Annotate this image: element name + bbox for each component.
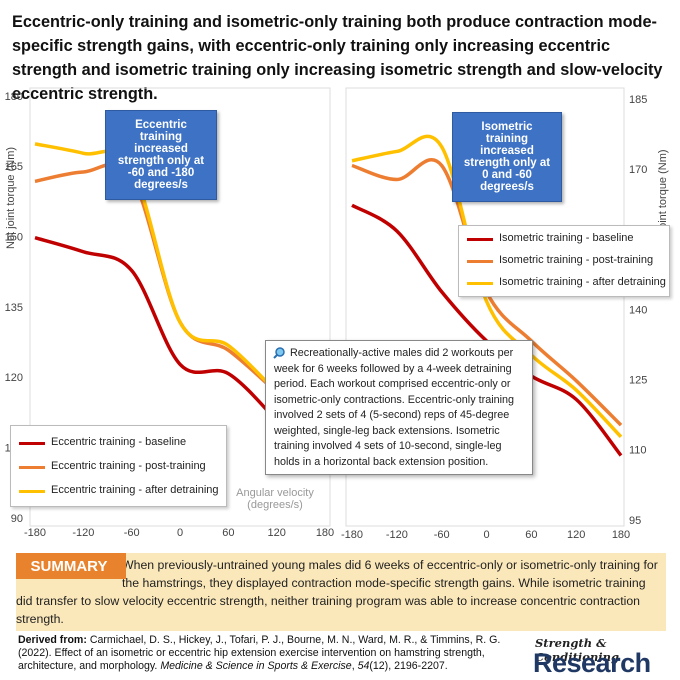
x-tick-label: 180	[316, 527, 334, 539]
logo-top: Strength & Conditioning	[535, 636, 620, 664]
x-tick-label: -180	[24, 527, 46, 539]
summary-label: SUMMARY	[30, 558, 108, 575]
x-tick-label: -60	[434, 529, 450, 541]
citation: Derived from: Carmichael, D. S., Hickey,…	[18, 634, 518, 673]
citation-text: Carmichael, D. S., Hickey, J., Tofari, P…	[18, 634, 501, 672]
x-axis-label: Angular velocity (degrees/s)	[236, 487, 314, 511]
x-tick-label: 120	[567, 529, 585, 541]
y-tick-label: 150	[5, 232, 23, 244]
x-tick-label: -60	[124, 527, 140, 539]
y-tick-label: 135	[5, 302, 23, 314]
annotation: Isometric training increased strength on…	[452, 112, 562, 202]
y-tick-label: 125	[629, 375, 647, 387]
panel-frame	[29, 87, 331, 527]
legend-swatch	[467, 282, 493, 285]
citation-label: Derived from:	[18, 634, 87, 646]
y-tick-label: 165	[5, 161, 23, 173]
x-tick-label: -120	[72, 527, 94, 539]
legend-swatch	[19, 490, 45, 493]
title: Eccentric-only training and isometric-on…	[12, 13, 663, 103]
y-tick-label: 95	[629, 515, 641, 527]
citation-volume: 54	[357, 660, 370, 672]
x-tick-label: 60	[222, 527, 234, 539]
series-line	[34, 235, 278, 422]
summary-box: SUMMARY When previously-untrained young …	[16, 553, 666, 631]
legend-label: Eccentric training - baseline	[51, 436, 187, 448]
summary-label-bg	[16, 553, 126, 579]
legend-label: Eccentric training - after detraining	[51, 484, 219, 496]
panel-frame	[345, 87, 625, 527]
y-axis-label: Net joint torque (Nm)	[5, 147, 17, 249]
legend-label: Eccentric training - post-training	[51, 460, 206, 472]
y-tick-label: 185	[629, 94, 647, 106]
series-line	[34, 142, 278, 394]
y-tick-label: 140	[629, 304, 647, 316]
x-tick-label: 180	[612, 529, 630, 541]
x-tick-label: 60	[525, 529, 537, 541]
citation-journal: Medicine & Science in Sports & Exercise	[160, 660, 352, 672]
annotation: Eccentric training increased strength on…	[105, 110, 217, 200]
info-text: Recreationally-active males did 2 workou…	[274, 347, 515, 468]
y-tick-label: 90	[11, 513, 23, 525]
x-tick-label: -120	[386, 529, 408, 541]
legend-label: Isometric training - baseline	[499, 232, 634, 244]
legend: Eccentric training - baseline Eccentric t…	[10, 425, 227, 507]
legend-swatch	[467, 238, 493, 241]
info-box: Recreationally-active males did 2 workou…	[265, 340, 533, 475]
citation-rest: (12), 2196-2207.	[369, 660, 448, 672]
legend-label: Isometric training - after detraining	[499, 276, 666, 288]
y-tick-label: 120	[5, 372, 23, 384]
x-tick-label: 120	[267, 527, 285, 539]
y-tick-label: 170	[629, 164, 647, 176]
legend-swatch	[467, 260, 493, 263]
x-tick-label: 0	[177, 527, 183, 539]
legend-label: Isometric training - post-training	[499, 254, 654, 266]
legend-swatch	[19, 442, 45, 445]
citation-sep: ,	[351, 660, 358, 672]
x-tick-label: 0	[483, 529, 489, 541]
legend-swatch	[19, 466, 45, 469]
logo-bottom: Research	[533, 648, 651, 678]
summary-text: When previously-untrained young males di…	[16, 558, 658, 626]
legend: Isometric training - baseline Isometric t…	[458, 225, 670, 297]
icon	[273, 347, 285, 359]
x-tick-label: -180	[341, 529, 363, 541]
y-tick-label: 180	[5, 91, 23, 103]
y-tick-label: 110	[629, 445, 647, 457]
